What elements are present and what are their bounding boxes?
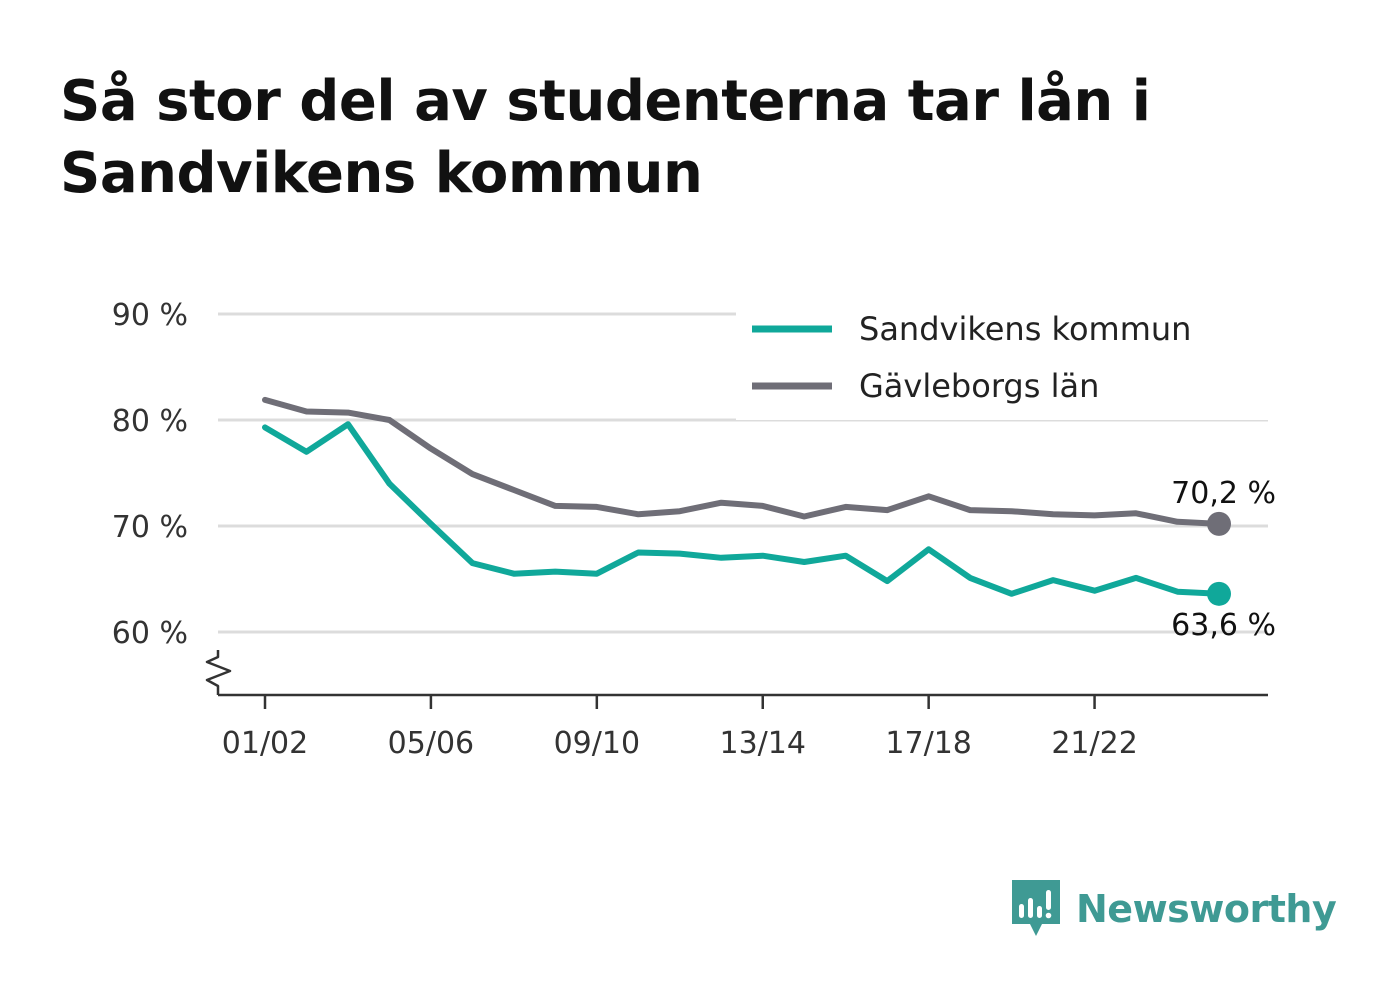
y-axis-ticks: 60 % 70 % 80 % 90 % xyxy=(112,298,232,695)
legend: Sandvikens kommun Gävleborgs län xyxy=(736,296,1268,420)
x-tick-label: 01/02 xyxy=(222,726,308,761)
legend-label: Gävleborgs län xyxy=(859,367,1099,405)
legend-background xyxy=(736,296,1268,420)
legend-label: Sandvikens kommun xyxy=(859,310,1191,348)
x-tick-label: 21/22 xyxy=(1051,726,1137,761)
x-tick-label: 13/14 xyxy=(720,726,806,761)
x-tick-label: 17/18 xyxy=(885,726,971,761)
series-line xyxy=(262,421,1222,597)
newsworthy-logo-icon xyxy=(1012,880,1060,936)
y-tick-label: 90 % xyxy=(112,298,188,333)
end-value-label: 70,2 % xyxy=(1171,476,1276,511)
end-point xyxy=(1207,581,1231,606)
y-tick-label: 70 % xyxy=(112,510,188,545)
chart-title: Så stor del av studenterna tar lån i San… xyxy=(60,69,1151,206)
end-labels: 70,2 % 63,6 % xyxy=(1171,476,1276,643)
x-tick-label: 09/10 xyxy=(554,726,640,761)
y-tick-label: 80 % xyxy=(112,404,188,439)
axis-break-marker xyxy=(205,650,232,695)
x-axis-ticks: 01/02 05/06 09/10 13/14 17/18 21/22 xyxy=(222,695,1138,761)
series-lines xyxy=(262,396,1231,606)
brand-logo: Newsworthy xyxy=(1010,878,1337,940)
series-line xyxy=(262,396,1222,527)
end-point xyxy=(1207,511,1231,536)
end-value-label: 63,6 % xyxy=(1171,608,1276,643)
y-tick-label: 60 % xyxy=(112,616,188,651)
brand-name: Newsworthy xyxy=(1076,887,1337,931)
x-tick-label: 05/06 xyxy=(388,726,474,761)
